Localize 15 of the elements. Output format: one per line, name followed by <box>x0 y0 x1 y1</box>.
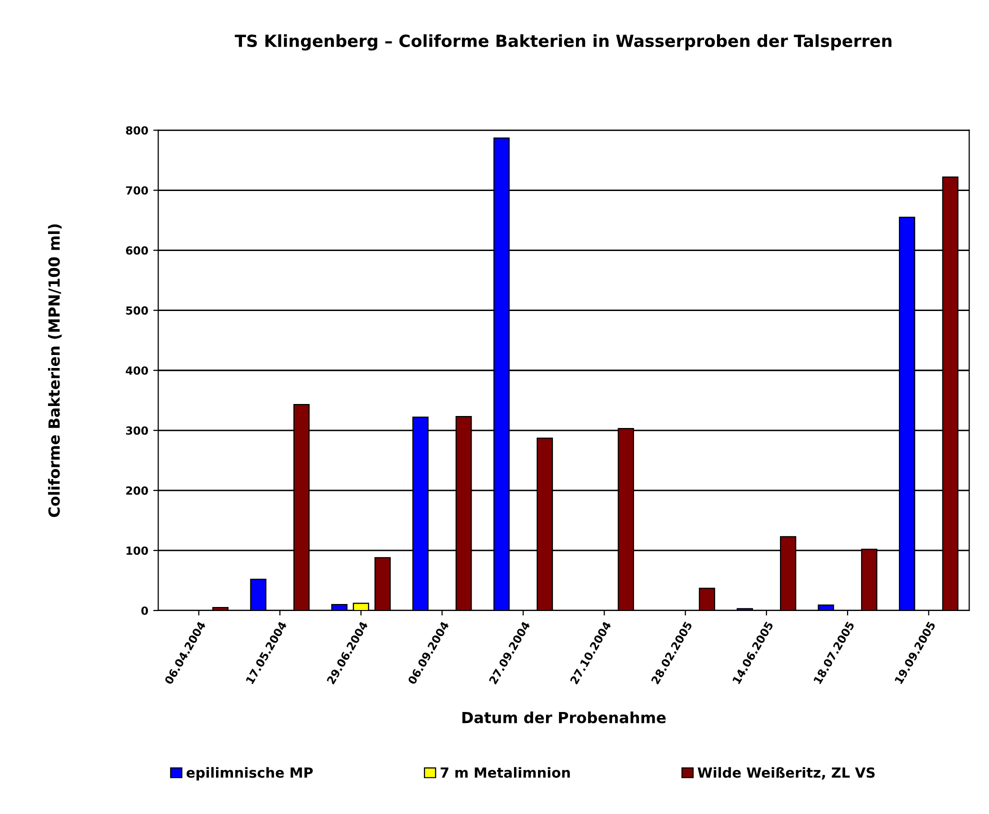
y-tick-label: 300 <box>126 426 148 435</box>
y-tick-label: 700 <box>126 186 148 195</box>
y-axis-title: Coliforme Bakterien (MPN/100 ml) <box>48 224 62 517</box>
y-tick-label: 0 <box>141 606 148 615</box>
legend-label: epilimnische MP <box>186 767 313 781</box>
y-tick-label: 100 <box>126 546 148 555</box>
chart-title: TS Klingenberg – Coliforme Bakterien in Wasserproben der Talsperren <box>234 34 892 51</box>
legend-label: 7 m Metalimnion <box>440 767 570 778</box>
x-axis-title: Datum der Probenahme <box>462 711 666 724</box>
y-tick-label: 500 <box>126 306 148 315</box>
y-tick-label: 400 <box>126 366 148 375</box>
y-tick-label: 200 <box>126 486 148 495</box>
y-tick-label: 600 <box>126 246 148 255</box>
legend-label: Wilde Weißeritz, ZL VS <box>698 767 875 780</box>
y-tick-label: 800 <box>126 126 148 135</box>
